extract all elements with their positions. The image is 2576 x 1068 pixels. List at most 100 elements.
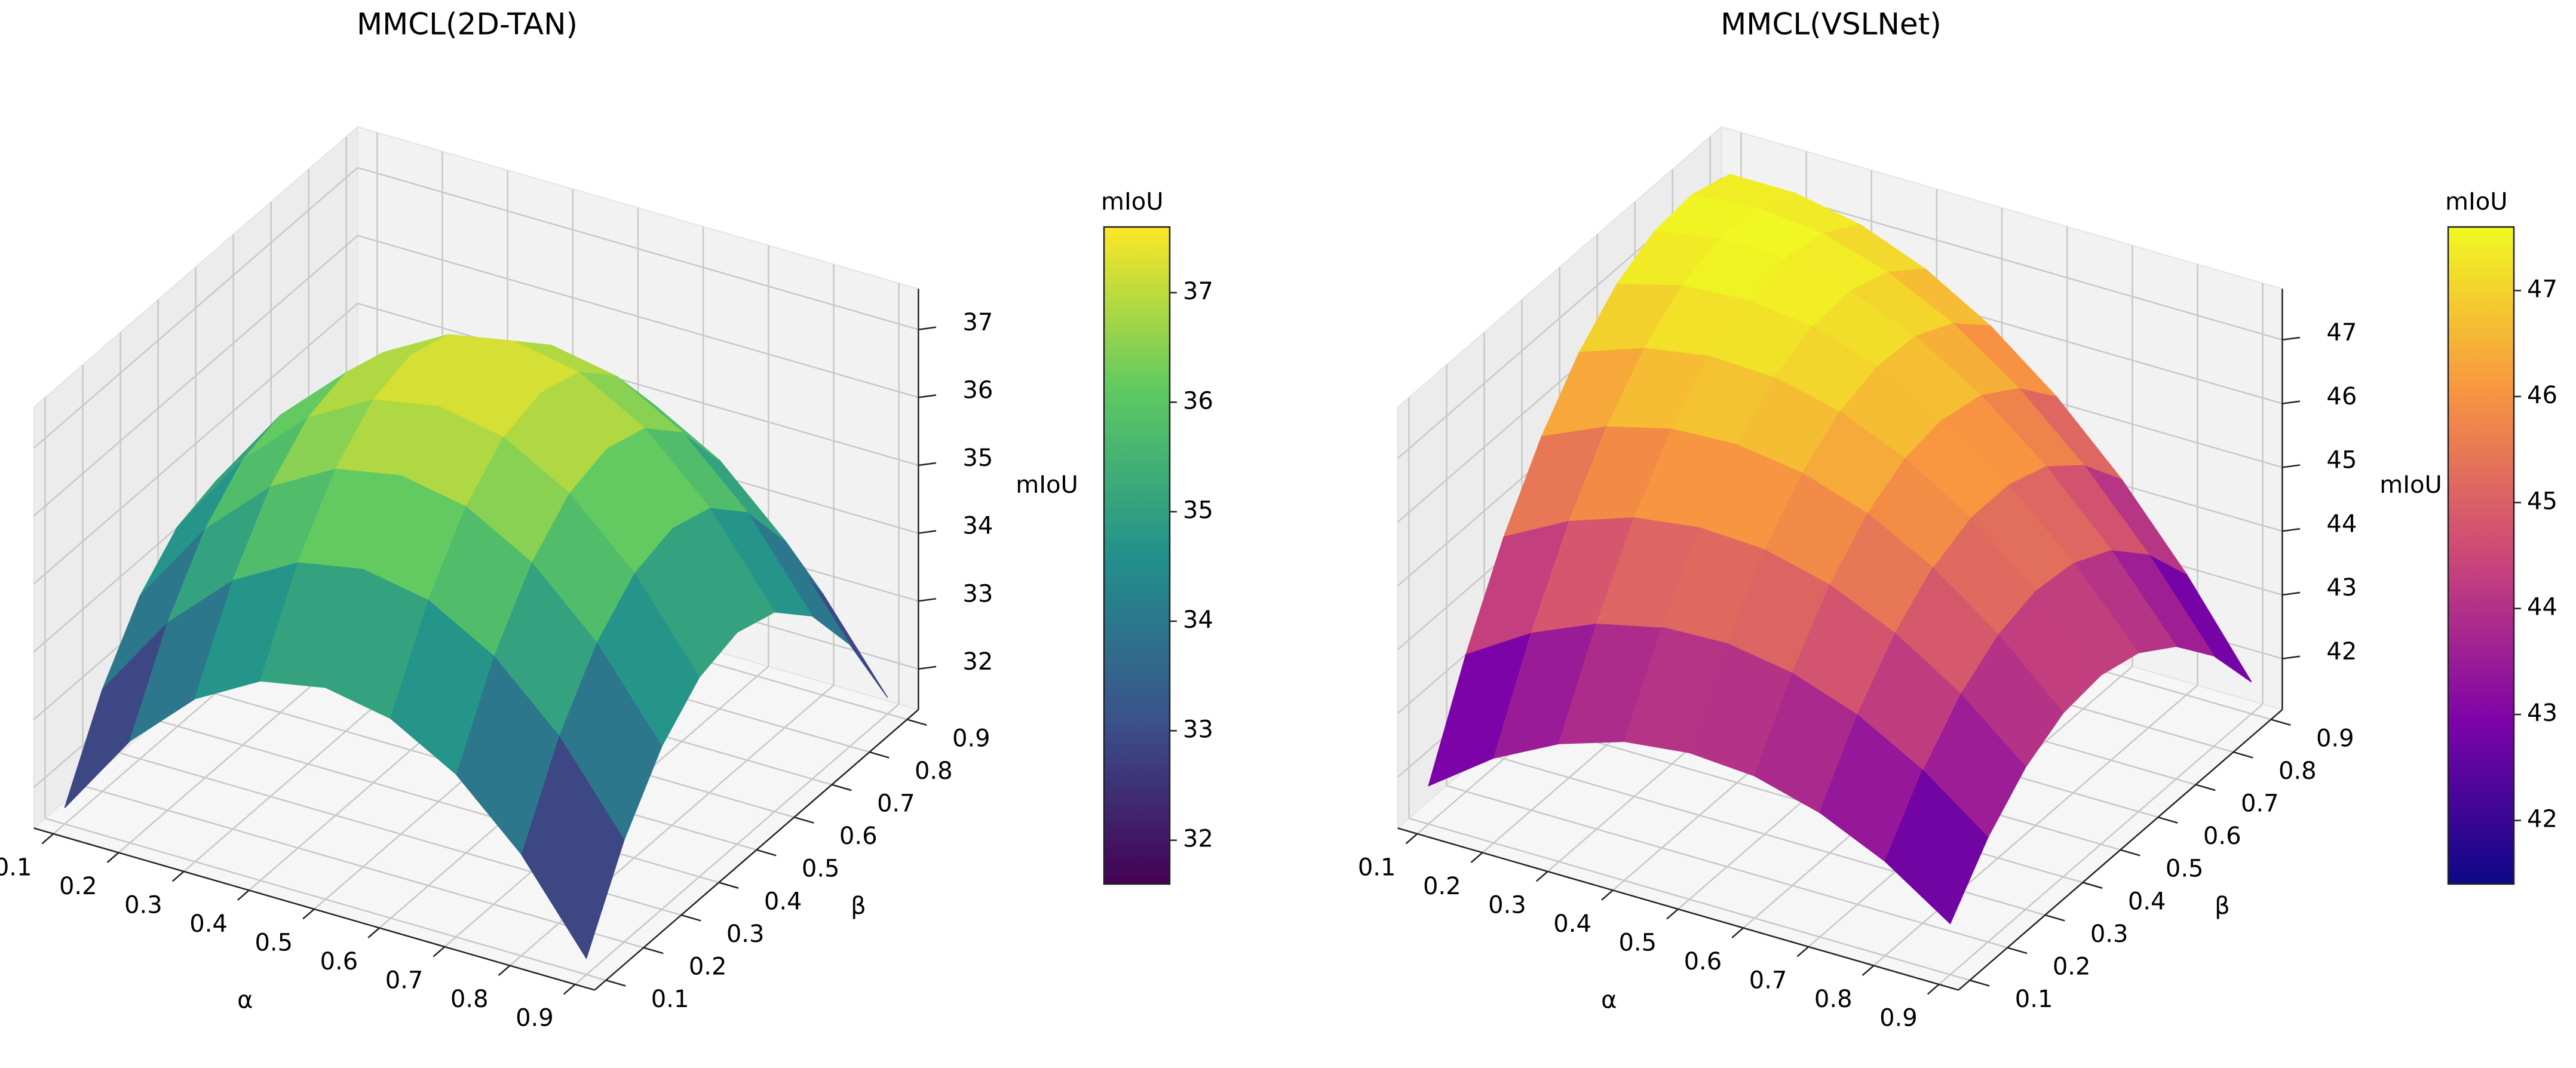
x-tick-label: 0.4: [189, 910, 228, 938]
y-tick-label: 0.8: [2278, 757, 2317, 785]
grid-line: [33, 303, 358, 585]
x-tick-label: 0.5: [254, 929, 293, 957]
x-tick-label: 0.7: [385, 967, 424, 995]
x-tick: [1927, 984, 1940, 995]
y-tick: [643, 947, 664, 955]
grid-line: [357, 167, 919, 330]
x-tick-label: 0.3: [124, 892, 162, 919]
y-tick-label: 0.4: [764, 888, 802, 915]
colorbar: [1103, 226, 1171, 885]
x-tick-label: 0.8: [1814, 986, 1853, 1013]
x-tick-label: 0.6: [320, 948, 358, 975]
y-tick: [2271, 719, 2291, 726]
z-tick-label: 36: [962, 376, 993, 404]
x-tick-label: 0.4: [1553, 910, 1591, 938]
x-tick: [1405, 833, 1418, 845]
x-tick: [563, 984, 576, 995]
x-tick: [498, 965, 511, 976]
plot-3d: MMCL(VSLNet)0.10.20.30.40.50.60.70.80.90…: [1358, 7, 2557, 1032]
colorbar: [2447, 226, 2515, 885]
z-tick: [2282, 655, 2301, 659]
z-tick-label: 37: [962, 309, 993, 336]
y-tick: [907, 719, 927, 726]
y-tick: [832, 784, 852, 791]
y-tick: [2120, 849, 2140, 857]
grid-line: [1409, 817, 1970, 981]
z-tick: [918, 326, 937, 330]
y-tick-label: 0.3: [726, 920, 765, 948]
x-tick: [1601, 889, 1614, 901]
z-axis-label: mIoU: [2379, 471, 2442, 499]
z-tick: [2282, 591, 2301, 596]
colorbar-tick-label: 33: [1183, 716, 1213, 743]
z-tick-label: 34: [962, 512, 993, 540]
x-tick: [302, 909, 315, 920]
z-tick: [918, 394, 937, 398]
x-tick: [106, 852, 119, 863]
y-tick: [869, 751, 890, 759]
colorbar-tick-label: 36: [1183, 387, 1213, 415]
z-tick: [918, 598, 937, 602]
z-tick: [2282, 527, 2301, 532]
x-tick: [1862, 965, 1875, 976]
colorbar-tick-label: 44: [2527, 594, 2557, 621]
x-tick-label: 0.8: [450, 986, 489, 1013]
colorbar-tick-label: 47: [2527, 275, 2557, 303]
y-axis-label: β: [851, 892, 866, 920]
grid-line: [33, 235, 358, 517]
x-tick-label: 0.1: [1358, 854, 1396, 882]
grid-line: [357, 235, 919, 398]
z-tick: [2282, 336, 2301, 341]
y-tick-label: 0.1: [651, 986, 689, 1013]
colorbar-label: mIoU: [1101, 188, 1164, 216]
y-tick-label: 0.5: [802, 855, 840, 883]
grid-line: [33, 167, 358, 449]
y-tick: [2007, 947, 2028, 955]
z-tick: [2282, 464, 2301, 468]
x-tick-label: 0.3: [1488, 892, 1526, 919]
x-axis-label: α: [1601, 986, 1617, 1014]
x-tick: [367, 927, 380, 938]
z-axis-label: mIoU: [1016, 471, 1078, 499]
z-tick-label: 43: [2326, 574, 2357, 601]
y-tick: [680, 914, 701, 922]
z-tick: [918, 530, 937, 534]
y-tick-label: 0.1: [2015, 986, 2053, 1013]
z-tick-label: 47: [2326, 319, 2357, 346]
x-tick: [41, 833, 54, 845]
x-tick: [1470, 852, 1483, 863]
colorbar-tick-label: 46: [2527, 382, 2557, 409]
x-tick: [237, 889, 250, 901]
x-tick-label: 0.7: [1749, 967, 1787, 995]
x-tick: [1666, 909, 1679, 920]
z-tick: [918, 665, 937, 670]
y-tick: [756, 849, 777, 857]
surface-facet: [1884, 769, 1989, 925]
x-tick: [1535, 871, 1548, 882]
grid-line: [158, 720, 719, 883]
y-tick-label: 0.9: [2316, 725, 2354, 752]
x-tick: [171, 871, 185, 882]
colorbar-label: mIoU: [2445, 188, 2508, 216]
grid-line: [82, 785, 644, 949]
y-tick: [719, 882, 739, 889]
x-tick-label: 0.2: [59, 873, 97, 900]
y-tick-label: 0.3: [2090, 920, 2129, 948]
y-tick: [2158, 817, 2178, 824]
y-tick: [2195, 784, 2216, 791]
z-tick-label: 35: [962, 444, 993, 472]
y-tick-label: 0.9: [952, 725, 990, 752]
y-tick-label: 0.2: [689, 953, 727, 980]
colorbar-tick-label: 37: [1183, 278, 1213, 305]
y-tick: [605, 979, 626, 987]
colorbar-tick-label: 45: [2527, 487, 2557, 515]
x-tick: [433, 946, 446, 957]
colorbar-tick-label: 35: [1183, 497, 1213, 524]
x-tick-label: 0.9: [516, 1005, 554, 1032]
grid-line: [45, 817, 606, 981]
x-tick-label: 0.6: [1684, 948, 1722, 975]
y-tick-label: 0.5: [2166, 855, 2204, 883]
y-tick-label: 0.7: [2241, 790, 2279, 818]
z-tick-label: 33: [962, 580, 993, 607]
